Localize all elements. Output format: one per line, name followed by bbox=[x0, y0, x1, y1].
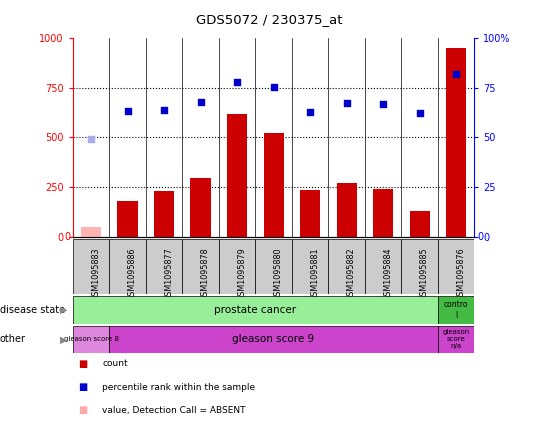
Text: GSM1095878: GSM1095878 bbox=[201, 247, 210, 301]
Bar bbox=[73, 326, 109, 353]
Point bbox=[270, 83, 278, 90]
Point bbox=[342, 99, 351, 106]
Bar bbox=[328, 239, 365, 294]
Point bbox=[87, 136, 95, 143]
Bar bbox=[118, 201, 137, 237]
Text: ■: ■ bbox=[78, 359, 87, 369]
Text: 0: 0 bbox=[477, 232, 483, 242]
Text: GSM1095882: GSM1095882 bbox=[347, 247, 356, 301]
Point bbox=[379, 100, 388, 107]
Bar bbox=[438, 296, 474, 324]
Text: percentile rank within the sample: percentile rank within the sample bbox=[102, 382, 255, 392]
Bar bbox=[109, 326, 438, 353]
Point bbox=[452, 71, 460, 77]
Text: GSM1095877: GSM1095877 bbox=[164, 247, 173, 301]
Bar bbox=[154, 191, 174, 237]
Bar bbox=[190, 178, 211, 237]
Text: ■: ■ bbox=[78, 405, 87, 415]
Text: ▶: ▶ bbox=[60, 335, 67, 344]
Text: gleason
score
n/a: gleason score n/a bbox=[443, 330, 469, 349]
Text: GSM1095881: GSM1095881 bbox=[310, 247, 319, 301]
Text: GDS5072 / 230375_at: GDS5072 / 230375_at bbox=[196, 13, 343, 26]
Text: GSM1095886: GSM1095886 bbox=[128, 247, 136, 301]
Point bbox=[196, 98, 205, 105]
Bar bbox=[365, 239, 402, 294]
Bar bbox=[438, 239, 474, 294]
Bar bbox=[373, 189, 393, 237]
Point bbox=[233, 78, 241, 85]
Text: value, Detection Call = ABSENT: value, Detection Call = ABSENT bbox=[102, 406, 246, 415]
Bar bbox=[227, 114, 247, 237]
Text: other: other bbox=[0, 335, 26, 344]
Text: GSM1095880: GSM1095880 bbox=[274, 247, 282, 301]
Text: GSM1095883: GSM1095883 bbox=[91, 247, 100, 301]
Point bbox=[160, 106, 168, 113]
Bar bbox=[264, 134, 284, 237]
Bar bbox=[438, 326, 474, 353]
Text: ▶: ▶ bbox=[60, 305, 67, 315]
Text: GSM1095879: GSM1095879 bbox=[237, 247, 246, 301]
Bar bbox=[410, 211, 430, 237]
Text: prostate cancer: prostate cancer bbox=[214, 305, 296, 315]
Bar bbox=[219, 239, 255, 294]
Text: contro
l: contro l bbox=[444, 300, 468, 319]
Bar bbox=[182, 239, 219, 294]
Bar bbox=[336, 183, 357, 237]
Text: disease state: disease state bbox=[0, 305, 65, 315]
Bar bbox=[255, 239, 292, 294]
Text: GSM1095884: GSM1095884 bbox=[383, 247, 392, 301]
Bar bbox=[402, 239, 438, 294]
Text: count: count bbox=[102, 359, 128, 368]
Bar bbox=[109, 239, 146, 294]
Point bbox=[306, 108, 314, 115]
Point bbox=[123, 107, 132, 114]
Text: GSM1095876: GSM1095876 bbox=[456, 247, 465, 301]
Bar bbox=[446, 48, 466, 237]
Text: gleason score 8: gleason score 8 bbox=[64, 336, 119, 343]
Bar bbox=[292, 239, 328, 294]
Text: gleason score 9: gleason score 9 bbox=[232, 335, 315, 344]
Text: ■: ■ bbox=[78, 382, 87, 392]
Bar bbox=[73, 239, 109, 294]
Point bbox=[415, 109, 424, 116]
Bar bbox=[146, 239, 182, 294]
Text: GSM1095885: GSM1095885 bbox=[419, 247, 429, 301]
Bar bbox=[81, 227, 101, 237]
Bar bbox=[300, 190, 320, 237]
Text: 0: 0 bbox=[64, 232, 70, 242]
